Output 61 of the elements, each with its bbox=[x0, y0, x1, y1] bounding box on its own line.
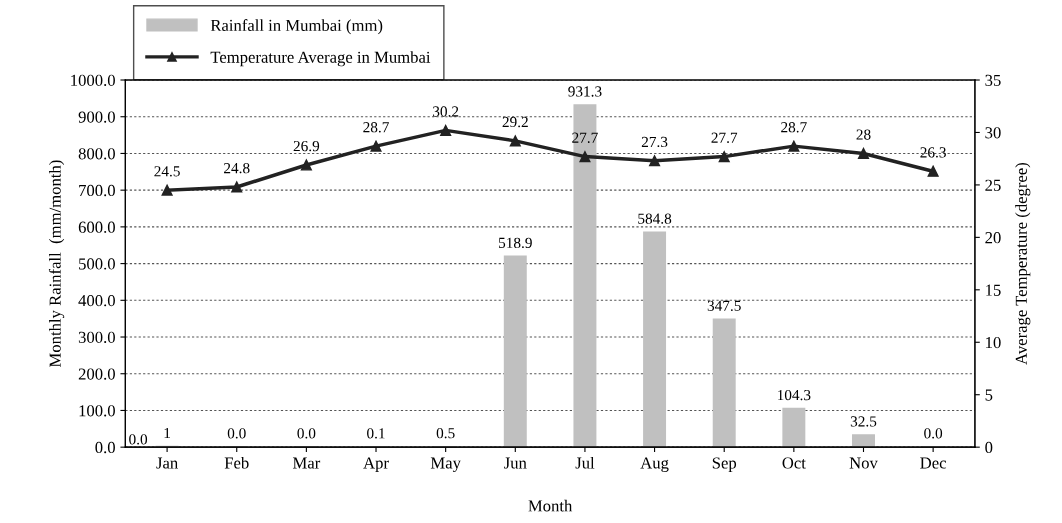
data-label: 0.0 bbox=[297, 428, 316, 439]
data-label: 104.3 bbox=[778, 389, 811, 401]
y2-tick-label: 5 bbox=[985, 389, 993, 401]
data-label: 27.7 bbox=[572, 132, 598, 143]
y-tick-label: 0.0 bbox=[95, 441, 115, 454]
data-label: 1 bbox=[164, 427, 170, 438]
x-tick-label: Jun bbox=[504, 457, 527, 469]
data-label: 0.0 bbox=[924, 428, 943, 439]
y-tick-label: 700.0 bbox=[79, 184, 115, 197]
data-label: 0.0 bbox=[227, 428, 246, 439]
y2-tick-label: 15 bbox=[986, 284, 1001, 296]
x-tick-label: Dec bbox=[920, 457, 947, 469]
data-label: 26.9 bbox=[293, 140, 320, 152]
data-label: 0.1 bbox=[367, 428, 385, 439]
x-tick-label: Jul bbox=[575, 456, 595, 469]
data-label: 24.8 bbox=[224, 162, 250, 174]
x-tick-label: Mar bbox=[292, 457, 321, 469]
data-label: 347.5 bbox=[707, 300, 741, 311]
legend-label: Rainfall in Mumbai (mm) bbox=[210, 19, 383, 35]
y-tick-label: 800.0 bbox=[78, 148, 115, 160]
x-tick-label: Apr bbox=[363, 457, 389, 472]
x-tick-label: Oct bbox=[782, 457, 806, 469]
y2-tick-label: 20 bbox=[985, 232, 1001, 244]
annotation: 0.0 bbox=[129, 434, 148, 445]
y2-tick-label: 35 bbox=[985, 74, 1001, 86]
legend-label: Temperature Average in Mumbai bbox=[210, 51, 431, 67]
x-axis-title: Month bbox=[528, 499, 573, 512]
data-label: 27.3 bbox=[641, 136, 668, 148]
y-tick-label: 400.0 bbox=[78, 295, 115, 307]
data-label: 584.8 bbox=[638, 213, 672, 224]
data-label: 32.5 bbox=[850, 416, 877, 427]
data-label: 518.9 bbox=[499, 237, 532, 249]
y2-tick-label: 30 bbox=[985, 127, 1001, 139]
y2-tick-label: 10 bbox=[986, 336, 1001, 349]
x-tick-label: Feb bbox=[224, 456, 249, 469]
x-tick-label: Sep bbox=[712, 457, 737, 472]
y2-tick-label: 0 bbox=[985, 441, 993, 454]
data-label: 27.7 bbox=[711, 132, 738, 143]
data-label: 0.5 bbox=[436, 428, 455, 439]
x-tick-label: Aug bbox=[640, 457, 669, 472]
x-tick-label: Nov bbox=[849, 457, 878, 469]
data-label: 28 bbox=[856, 129, 871, 140]
data-label: 30.2 bbox=[433, 106, 459, 117]
y-tick-label: 900.0 bbox=[78, 111, 115, 123]
x-tick-label: May bbox=[430, 457, 461, 472]
data-label: 29.2 bbox=[502, 116, 528, 128]
y-tick-label: 600.0 bbox=[78, 221, 115, 233]
y-tick-label: 1000.0 bbox=[71, 74, 115, 87]
y-tick-label: 500.0 bbox=[79, 258, 115, 270]
y2-tick-label: 25 bbox=[985, 179, 1001, 191]
y-tick-label: 300.0 bbox=[78, 331, 115, 344]
data-label: 24.5 bbox=[154, 166, 180, 177]
data-label: 26.3 bbox=[920, 147, 946, 158]
x-tick-label: Jan bbox=[156, 457, 178, 469]
y-axis-title: Monthly Rainfall (mm/month) bbox=[48, 160, 65, 368]
y2-axis-title: Average Temperature (degree) bbox=[1015, 162, 1031, 365]
y-tick-label: 200.0 bbox=[78, 368, 115, 380]
data-label: 28.7 bbox=[363, 122, 389, 133]
data-label: 28.7 bbox=[781, 122, 807, 133]
y-tick-label: 100.0 bbox=[79, 405, 115, 417]
data-label: 931.3 bbox=[568, 86, 602, 97]
